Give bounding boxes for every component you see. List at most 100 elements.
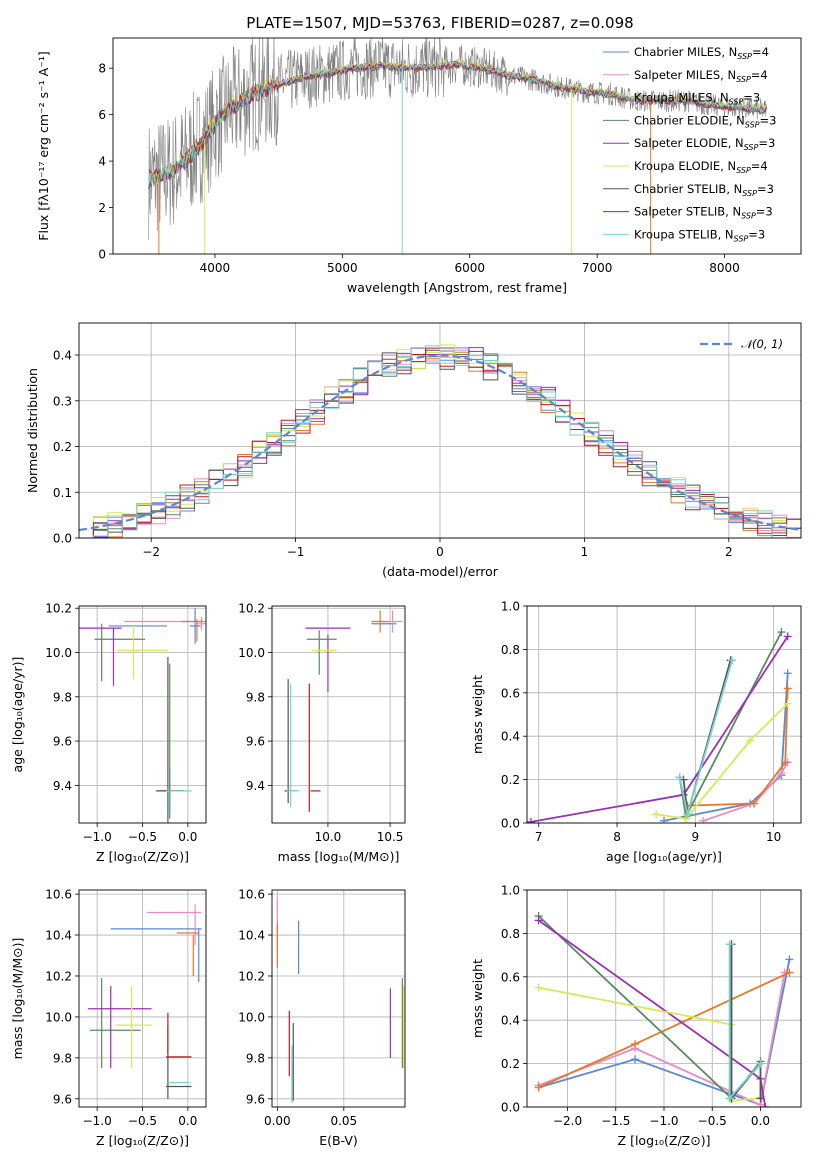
plus-marker — [527, 817, 535, 823]
plus-marker — [652, 810, 661, 819]
plot-area-weight_vs_age — [527, 628, 792, 823]
y-tick-label: 9.4 — [246, 779, 265, 793]
y-axis-label: mass weight — [470, 675, 485, 754]
y-tick-label: 0.3 — [53, 394, 72, 408]
y-tick-label: 10.6 — [238, 888, 265, 902]
plot-area-mass_vs_Z — [88, 904, 202, 1099]
axes-frame-residuals — [78, 322, 802, 539]
plus-marker — [660, 816, 668, 823]
x-tick-label: −0.5 — [698, 1114, 727, 1128]
y-tick-label: 0.2 — [53, 440, 72, 454]
plus-marker — [681, 814, 690, 823]
series-line — [538, 986, 732, 1026]
y-tick-label: 2 — [98, 201, 106, 215]
y-axis-label: Flux [fλ10⁻¹⁷ erg cm⁻² s⁻¹ A⁻¹] — [36, 51, 51, 240]
x-tick-label: 7000 — [582, 261, 613, 275]
x-tick-label: 0 — [436, 545, 444, 559]
x-tick-label: −1.5 — [601, 1114, 630, 1128]
y-tick-label: 9.4 — [53, 779, 72, 793]
plot-area-spectrum — [148, 38, 768, 254]
plot-area-mass_vs_ebv — [276, 898, 405, 1103]
plus-marker — [783, 699, 792, 708]
y-tick-label: 4 — [98, 155, 106, 169]
figure-title: PLATE=1507, MJD=53763, FIBERID=0287, z=0… — [246, 14, 633, 32]
series-line — [538, 959, 791, 1107]
series-line — [538, 972, 786, 1107]
x-tick-label: 7 — [535, 830, 543, 844]
plus-marker — [725, 940, 734, 949]
y-tick-label: 10.2 — [45, 602, 72, 616]
axes-frame-weight_vs_Z — [526, 889, 802, 1108]
plot-area-residuals — [79, 344, 801, 538]
y-tick-label: 0 — [98, 248, 106, 262]
y-tick-label: 9.6 — [53, 1092, 72, 1106]
x-axis-label: Z [log₁₀(Z/Z⊙)] — [618, 1133, 711, 1148]
y-tick-label: 10.2 — [238, 969, 265, 983]
y-tick-label: 0.4 — [501, 730, 520, 744]
plus-marker — [783, 632, 792, 641]
x-tick-label: 10 — [766, 830, 781, 844]
y-tick-label: 0.0 — [501, 1101, 520, 1115]
axes-frame-age_vs_Z — [78, 605, 207, 824]
x-tick-label: 0.00 — [264, 1114, 291, 1128]
y-tick-label: 0.1 — [53, 486, 72, 500]
panel-weight_vs_age: 7 8 9 10 0.0 0.2 0.4 0.6 0.8 1.0 age [log₁₀(age/yr… — [470, 600, 802, 864]
y-tick-label: 0.0 — [501, 817, 520, 831]
y-tick-label: 0.0 — [53, 532, 72, 546]
legend-entry: Chabrier ELODIE, NSSP=3 — [634, 113, 776, 129]
plus-marker — [534, 1083, 543, 1092]
x-tick-label: 1 — [581, 545, 589, 559]
x-tick-label: −0.5 — [128, 830, 157, 844]
x-axis-label: age [log₁₀(age/yr)] — [606, 849, 722, 864]
y-tick-label: 9.6 — [53, 735, 72, 749]
panel-weight_vs_Z: −2.0 −1.5 −1.0 −0.5 0.0 0.0 0.2 0.4 0.6 0.8 1.0 Z [… — [470, 884, 802, 1148]
plot-area-weight_vs_Z — [534, 912, 794, 1107]
legend-entry: Salpeter ELODIE, NSSP=3 — [634, 136, 775, 152]
plot-area-age_vs_mass — [284, 610, 403, 812]
x-axis-label: wavelength [Angstrom, rest frame] — [347, 280, 567, 295]
plus-marker — [783, 684, 792, 693]
series-line — [682, 660, 732, 815]
plus-marker — [746, 736, 755, 745]
gaussian-curve — [79, 354, 801, 532]
legend-entry: Salpeter MILES, NSSP=4 — [634, 68, 768, 84]
y-tick-label: 0.8 — [501, 927, 520, 941]
plus-marker — [728, 656, 737, 665]
x-tick-label: 9 — [691, 830, 699, 844]
panel-spectrum: 4000 5000 6000 7000 8000 0 2 4 6 8 wavelength [Ang… — [36, 37, 802, 295]
y-tick-label: 1.0 — [501, 884, 520, 898]
plus-marker — [675, 773, 684, 782]
x-tick-label: 8000 — [709, 261, 740, 275]
plus-marker — [750, 799, 759, 808]
histogram-step-line — [79, 345, 801, 538]
y-tick-label: 1.0 — [501, 600, 520, 614]
y-tick-label: 9.8 — [246, 1051, 265, 1065]
axes-frame-mass_vs_Z — [78, 889, 207, 1108]
y-tick-label: 6 — [98, 108, 106, 122]
y-tick-label: 8 — [98, 62, 106, 76]
y-axis-label: mass [log₁₀(M/M⊙)] — [10, 938, 25, 1060]
x-axis-label: E(B-V) — [319, 1133, 358, 1148]
y-tick-label: 0.6 — [501, 686, 520, 700]
plus-marker — [785, 968, 794, 977]
model-spectrum-line — [148, 60, 767, 188]
legend-entry: Kroupa ELODIE, NSSP=4 — [634, 159, 768, 175]
plot-area-age_vs_Z — [79, 608, 206, 823]
x-tick-label: 0.0 — [751, 1114, 770, 1128]
panel-residuals: −2 −1 0 1 2 0.0 0.1 0.2 0.3 0.4 (data-model)/error… — [25, 322, 802, 579]
x-tick-label: 5000 — [327, 261, 358, 275]
y-axis-label: age [log₁₀(age/yr)] — [10, 657, 25, 773]
legend-entry: Chabrier MILES, NSSP=4 — [634, 45, 769, 61]
x-tick-label: −1.0 — [649, 1114, 678, 1128]
plus-marker — [725, 1094, 734, 1103]
plus-marker — [756, 1059, 765, 1068]
x-tick-label: −1.0 — [83, 830, 112, 844]
legend-entry: Kroupa STELIB, NSSP=3 — [634, 227, 765, 243]
plus-marker — [631, 1055, 640, 1064]
x-tick-label: 0.0 — [178, 1114, 197, 1128]
plus-marker — [756, 1094, 765, 1103]
axes-frame-weight_vs_age — [526, 605, 802, 824]
series-line — [702, 761, 789, 822]
errorbar-point — [189, 608, 201, 644]
